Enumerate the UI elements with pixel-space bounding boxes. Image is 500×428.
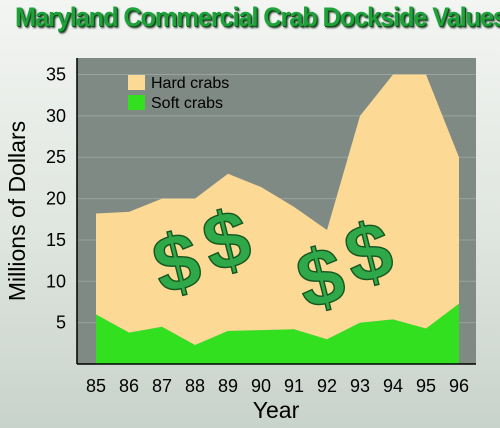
chart-title: Maryland Commercial Crab Dockside Values xyxy=(15,2,500,32)
x-tick-91: 91 xyxy=(284,376,304,396)
legend-label-hard-crabs: Hard crabs xyxy=(151,75,229,92)
y-tick-5: 5 xyxy=(56,313,66,333)
x-tick-94: 94 xyxy=(383,376,403,396)
data-areas xyxy=(96,74,459,364)
x-tick-93: 93 xyxy=(350,376,370,396)
x-tick-87: 87 xyxy=(152,376,172,396)
legend-swatch-soft-crabs xyxy=(128,95,145,110)
y-tick-25: 25 xyxy=(46,147,66,167)
x-axis-title: Year xyxy=(253,397,300,423)
y-tick-20: 20 xyxy=(46,189,66,209)
y-tick-35: 35 xyxy=(46,65,66,85)
x-tick-89: 89 xyxy=(218,376,238,396)
y-tick-15: 15 xyxy=(46,230,66,250)
x-tick-88: 88 xyxy=(185,376,205,396)
y-tick-30: 30 xyxy=(46,106,66,126)
area-hard-crabs xyxy=(96,74,459,345)
area-soft-crabs xyxy=(96,303,459,364)
x-tick-92: 92 xyxy=(317,376,337,396)
y-axis-title: Millions of Dollars xyxy=(4,121,30,301)
x-tick-labels: 85 86 87 88 89 90 91 92 93 94 95 96 xyxy=(86,376,469,396)
legend-swatch-hard-crabs xyxy=(128,75,145,90)
x-tick-90: 90 xyxy=(251,376,271,396)
legend-label-soft-crabs: Soft crabs xyxy=(151,95,223,112)
x-tick-85: 85 xyxy=(86,376,106,396)
axes xyxy=(76,58,476,365)
x-tick-96: 96 xyxy=(449,376,469,396)
y-tick-10: 10 xyxy=(46,271,66,291)
y-tick-labels: 5 10 15 20 25 30 35 xyxy=(46,65,66,333)
legend: Hard crabs Soft crabs xyxy=(128,75,229,112)
x-tick-86: 86 xyxy=(119,376,139,396)
x-tick-95: 95 xyxy=(416,376,436,396)
